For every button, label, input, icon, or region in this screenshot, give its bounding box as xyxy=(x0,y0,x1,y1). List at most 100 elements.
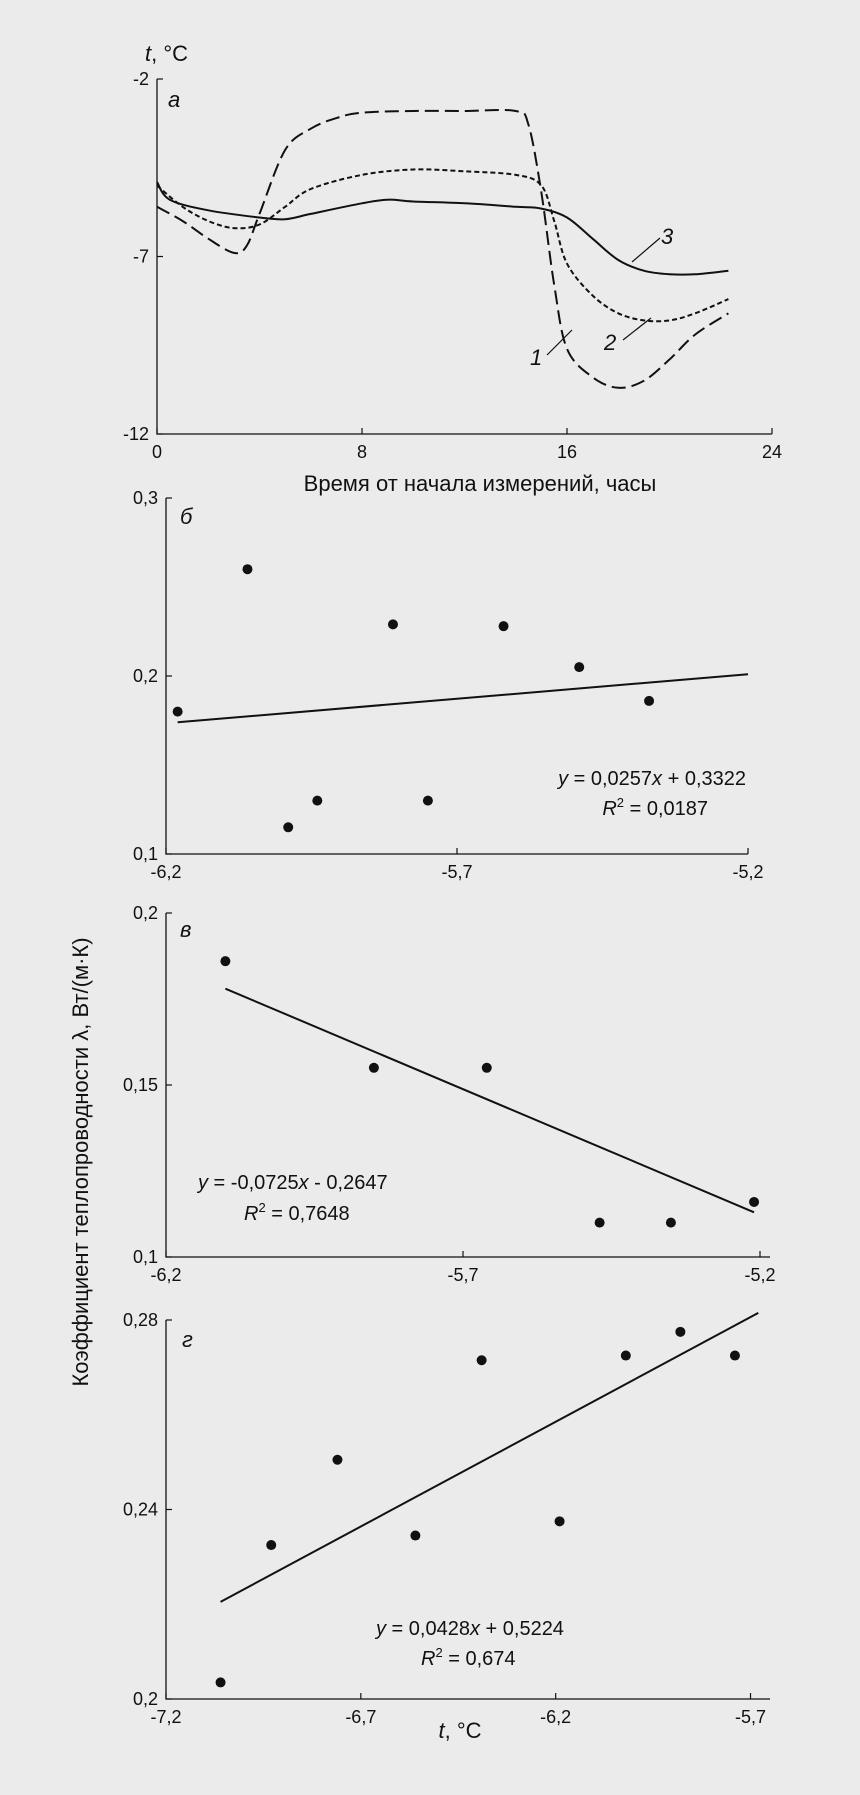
panel-b-point-0 xyxy=(172,706,183,717)
panel-b-point-4 xyxy=(387,619,398,630)
panel-b: -6,2 -5,7 -5,2 0,1 0,2 0,3 б y = 0,0257x + 0,… xyxy=(133,488,764,882)
panel-b-eq-y: y xyxy=(556,768,569,790)
panel-d-xlabel-var: t xyxy=(438,1718,445,1743)
curve-label-2-leader xyxy=(622,317,652,341)
panel-a-axes xyxy=(156,79,772,435)
series-line-2 xyxy=(156,168,729,323)
panel-a-xtick-label-3: 24 xyxy=(762,442,782,462)
panel-b-r2-val: = 0,0187 xyxy=(624,798,708,820)
panel-d-eq-rhs2: + 0,5224 xyxy=(480,1618,564,1640)
panel-b-ytick-label-0: 0,1 xyxy=(133,844,158,864)
panel-d-equation: y = 0,0428x + 0,5224 xyxy=(374,1618,564,1640)
series-line-3 xyxy=(156,181,729,276)
panel-c-eq-rhs1: = -0,0725 xyxy=(208,1172,299,1194)
panel-b-xtick-label-2: -5,2 xyxy=(732,862,763,882)
curve-label-1: 1 xyxy=(530,345,542,370)
panel-c-point-5 xyxy=(749,1196,760,1207)
panel-c-point-4 xyxy=(665,1217,676,1228)
panel-b-r2-sup: 2 xyxy=(617,795,624,810)
shared-ylabel: Коэффициент теплопроводности λ, Вт/(м·К) xyxy=(68,937,93,1386)
panel-b-xtick-label-0: -6,2 xyxy=(150,862,181,882)
panel-d-axes xyxy=(165,1320,770,1700)
panel-c-r2: R2 = 0,7648 xyxy=(244,1200,350,1225)
panel-d: -7,2 -6,7 -6,2 -5,7 0,2 0,24 0,28 г y = 0,0428… xyxy=(123,1310,770,1743)
panel-a-ytick-label-1: -7 xyxy=(133,247,149,267)
panel-d-eq-y: y xyxy=(374,1618,387,1640)
panel-c-trendline xyxy=(225,987,755,1214)
panel-c-point-3 xyxy=(594,1217,605,1228)
panel-c-r2-sym: R xyxy=(244,1203,258,1225)
panel-b-eq-rhs1: = 0,0257 xyxy=(568,768,652,790)
panel-c-xtick-label-1: -5,7 xyxy=(447,1265,478,1285)
panel-d-point-7 xyxy=(675,1326,686,1337)
panel-c-point-1 xyxy=(368,1062,379,1073)
panel-a: 0 8 16 24 -12 -7 -2 t, °C а Время от начала из… xyxy=(123,41,782,496)
panel-b-trendline xyxy=(177,673,749,724)
curve-label-3-leader xyxy=(631,237,661,263)
panel-a-xlabel: Время от начала измерений, часы xyxy=(304,471,657,496)
panel-a-xtick-label-2: 16 xyxy=(557,442,577,462)
panel-d-xlabel: t, °C xyxy=(438,1718,481,1743)
panel-d-r2-val: = 0,674 xyxy=(443,1648,516,1670)
panel-c-equation: y = -0,0725x - 0,2647 xyxy=(196,1172,388,1194)
panel-d-point-8 xyxy=(729,1350,740,1361)
panel-a-ylabel: t, °C xyxy=(145,41,188,66)
panel-c-eq-x: x xyxy=(298,1172,310,1194)
panel-d-ytick-label-1: 0,24 xyxy=(123,1500,158,1520)
panel-d-xtick-label-0: -7,2 xyxy=(150,1707,181,1727)
panel-b-point-3 xyxy=(312,795,323,806)
panel-b-point-5 xyxy=(422,795,433,806)
panel-b-point-7 xyxy=(574,662,585,673)
panel-a-xtick-label-1: 8 xyxy=(357,442,367,462)
panel-d-point-2 xyxy=(332,1454,343,1465)
panel-d-point-1 xyxy=(266,1540,277,1551)
panel-b-axes xyxy=(165,498,748,855)
panel-d-point-4 xyxy=(476,1355,487,1366)
panel-c-plot: -6,2 -5,7 -5,2 0,1 0,15 0,2 xyxy=(123,903,776,1285)
panel-b-ytick-label-1: 0,2 xyxy=(133,666,158,686)
panel-d-point-3 xyxy=(410,1530,421,1541)
panel-a-ytick-label-0: -12 xyxy=(123,424,149,444)
panel-d-r2: R2 = 0,674 xyxy=(421,1645,516,1670)
panel-a-ylabel-var: t xyxy=(145,41,152,66)
panel-a-xtick-label-0: 0 xyxy=(152,442,162,462)
panel-a-ylabel-unit: , °C xyxy=(151,41,188,66)
panel-c-ytick-label-2: 0,2 xyxy=(133,903,158,923)
panel-d-xtick-label-1: -6,7 xyxy=(345,1707,376,1727)
panel-c-xtick-label-0: -6,2 xyxy=(150,1265,181,1285)
panel-d-plot: -7,2 -6,7 -6,2 -5,7 0,2 0,24 0,28 xyxy=(123,1310,766,1727)
panel-d-eq-x: x xyxy=(469,1618,481,1640)
curve-label-1-leader xyxy=(546,329,573,356)
panel-d-point-6 xyxy=(620,1350,631,1361)
panel-d-xtick-label-2: -6,2 xyxy=(540,1707,571,1727)
panel-c-r2-val: = 0,7648 xyxy=(266,1203,350,1225)
panel-d-trendline xyxy=(220,1312,759,1603)
panel-c-eq-y: y xyxy=(196,1172,209,1194)
panel-d-point-5 xyxy=(554,1516,565,1527)
panel-b-eq-x: x xyxy=(651,768,663,790)
curve-label-3: 3 xyxy=(661,224,674,249)
panel-c: -6,2 -5,7 -5,2 0,1 0,15 0,2 в y = -0,0725x - … xyxy=(123,903,776,1285)
panel-c-xtick-label-2: -5,2 xyxy=(744,1265,775,1285)
panel-c-point-2 xyxy=(481,1062,492,1073)
panel-d-ytick-label-0: 0,2 xyxy=(133,1689,158,1709)
series-line-1 xyxy=(156,108,729,389)
panel-b-point-8 xyxy=(644,695,655,706)
panel-d-letter: г xyxy=(182,1327,193,1352)
panel-d-point-0 xyxy=(215,1677,226,1688)
panel-b-point-6 xyxy=(498,621,509,632)
panel-b-r2: R2 = 0,0187 xyxy=(602,795,708,820)
panel-d-r2-sup: 2 xyxy=(435,1645,442,1660)
panel-c-letter: в xyxy=(180,917,191,942)
panel-d-xtick-label-3: -5,7 xyxy=(735,1707,766,1727)
panel-b-equation: y = 0,0257x + 0,3322 xyxy=(556,768,746,790)
panel-d-ytick-label-2: 0,28 xyxy=(123,1310,158,1330)
panel-b-letter: б xyxy=(180,504,194,529)
panel-c-point-0 xyxy=(220,956,231,967)
panel-b-eq-rhs2: + 0,3322 xyxy=(662,768,746,790)
panel-c-ytick-label-0: 0,1 xyxy=(133,1247,158,1267)
panel-d-xlabel-unit: , °C xyxy=(445,1718,482,1743)
panel-c-axes xyxy=(165,913,770,1258)
panel-a-plot: 0 8 16 24 -12 -7 -2 xyxy=(123,69,782,462)
